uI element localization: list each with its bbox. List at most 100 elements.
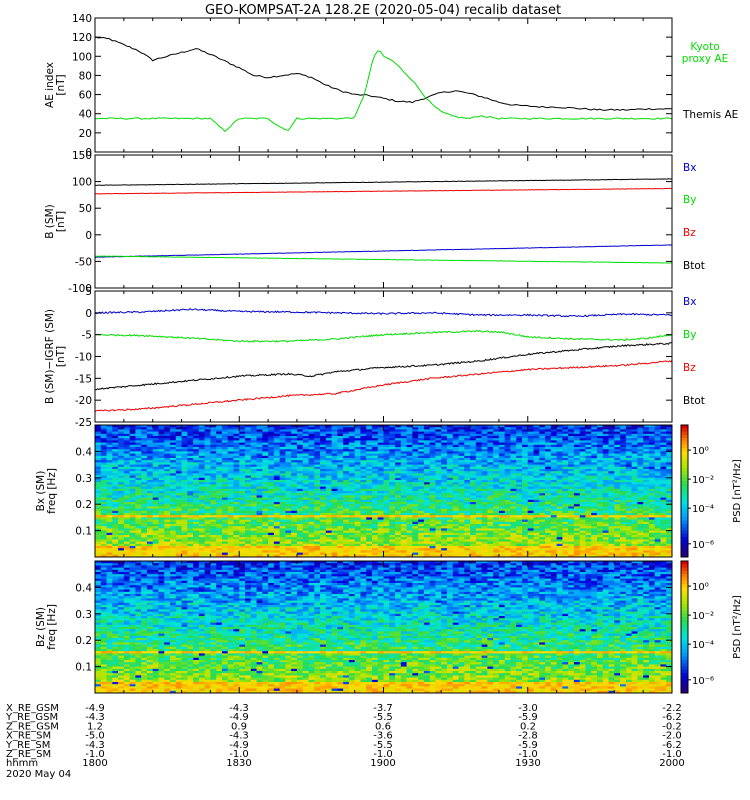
y-tick-label: -25 <box>75 417 92 429</box>
panel-5: Bz (SM)freq [Hz]0.10.20.30.4 10⁰10⁻²10⁻⁴1… <box>35 560 743 694</box>
y-tick-label: 0.2 <box>75 499 92 511</box>
ephemeris-value: -4.9 <box>229 740 249 751</box>
y-tick-label: 0.4 <box>75 582 92 594</box>
ephemeris-value: 1.2 <box>87 721 103 732</box>
ephemeris-value: -4.9 <box>229 712 249 723</box>
colorbar-frame <box>680 424 689 558</box>
ephemeris-value: 0.6 <box>375 721 391 732</box>
ephemeris-row-label: hhmm <box>6 758 38 769</box>
legend-label: Bx <box>683 162 696 174</box>
series-line-btot <box>95 342 672 391</box>
ephemeris-value: -1.0 <box>518 749 538 760</box>
ephemeris-row-label: Y_RE_GSM <box>5 712 58 723</box>
colorbar-tick-label: 10⁻⁶ <box>692 676 714 687</box>
figure-title: GEO-KOMPSAT-2A 128.2E (2020-05-04) recal… <box>205 3 561 18</box>
plot-frame <box>94 154 673 289</box>
y-tick-label: 100 <box>72 177 92 189</box>
colorbar-tick-label: 10⁻² <box>692 475 714 486</box>
y-tick-label: 0.3 <box>75 473 92 485</box>
panel-3: B (SM)−IGRF (SM)[nT] -25 -20 -15 -10 -5 0 5 Bx By… <box>44 286 705 429</box>
ephemeris-value: -3.0 <box>518 703 538 714</box>
ephemeris-value: 1830 <box>226 758 251 769</box>
ephemeris-date: 2020 May 04 <box>6 769 71 780</box>
ephemeris-value: -6.2 <box>662 712 682 723</box>
colorbar-frame <box>680 560 689 694</box>
ephemeris-value: -2.0 <box>662 731 682 742</box>
legend-label: Bz <box>683 227 696 239</box>
legend-label: By <box>683 194 696 206</box>
series-line-by <box>95 329 672 343</box>
ephemeris-value: -3.7 <box>373 703 393 714</box>
y-tick-label: 0 <box>85 147 92 159</box>
ephemeris-value: -2.2 <box>662 703 682 714</box>
legend-label: Themis AE <box>682 109 738 121</box>
colorbar-tick-label: 10⁻² <box>692 611 714 622</box>
ephemeris-value: -4.3 <box>229 731 249 742</box>
ephemeris-row-label: Y_RE_SM <box>5 740 50 751</box>
y-tick-label: 80 <box>79 70 92 82</box>
y-tick-label: -100 <box>68 283 92 295</box>
ephemeris-value: -3.6 <box>373 731 393 742</box>
ephemeris-row-label: X_RE_SM <box>6 731 51 742</box>
y-axis-label-group: AE index[nT] <box>44 62 67 108</box>
colorbar: 10⁰ 10⁻² 10⁻⁴ 10⁻⁶ PSD [nT²/Hz] <box>680 424 743 558</box>
y-tick-label: 0.1 <box>75 526 92 538</box>
ephemeris-value: 1900 <box>370 758 395 769</box>
ephemeris-value: -4.3 <box>229 703 249 714</box>
y-tick-label: 0.1 <box>75 662 92 674</box>
ephemeris-value: -6.2 <box>662 740 682 751</box>
y-tick-label: 60 <box>79 90 92 102</box>
colorbar-tick-label: 10⁻⁶ <box>692 540 714 551</box>
y-tick-label: 100 <box>72 51 92 63</box>
y-axis-label-group: B (SM)[nT] <box>44 204 67 238</box>
colorbar-tick-label: 10⁰ <box>692 446 709 457</box>
legend-label: Btot <box>683 395 705 407</box>
ephemeris-value: -1.0 <box>229 749 249 760</box>
ephemeris-value: -0.2 <box>662 721 682 732</box>
colorbar: 10⁰ 10⁻² 10⁻⁴ 10⁻⁶ PSD [nT²/Hz] <box>680 560 743 694</box>
ephemeris-value: -5.5 <box>373 712 393 723</box>
y-axis-label: Bx (SM)freq [Hz] <box>35 468 58 514</box>
series-line-bz <box>95 359 672 413</box>
series-line-bz <box>95 187 672 195</box>
ephemeris-value: 0.9 <box>231 721 247 732</box>
ephemeris-row-label: Z_RE_GSM <box>6 721 59 732</box>
y-axis-label-group: Bx (SM)freq [Hz] <box>35 468 58 514</box>
series-line-bx <box>95 244 672 258</box>
y-tick-label: -20 <box>75 395 92 407</box>
plot-frame <box>94 290 673 423</box>
ephemeris-row-label: X_RE_GSM <box>6 703 59 714</box>
series-line-themis-ae <box>95 36 672 111</box>
y-axis-label: Bz (SM)freq [Hz] <box>35 604 58 650</box>
y-tick-label: 150 <box>72 150 92 162</box>
y-tick-label: 0.2 <box>75 635 92 647</box>
ephemeris-value: 0.2 <box>520 721 536 732</box>
legend-label: Bz <box>683 362 696 374</box>
y-tick-label: 50 <box>79 203 92 215</box>
spectrogram <box>95 425 673 558</box>
ephemeris-value: -1.0 <box>373 749 393 760</box>
ephemeris-value: -4.9 <box>85 703 105 714</box>
ephemeris-value: 2000 <box>659 758 684 769</box>
ephemeris-value: -5.0 <box>85 731 105 742</box>
y-tick-label: 0 <box>85 230 92 242</box>
y-tick-label: -15 <box>75 373 92 385</box>
series-line-btot <box>95 178 672 186</box>
ephemeris-value: -4.3 <box>85 740 105 751</box>
y-tick-label: 0.3 <box>75 609 92 621</box>
colorbar-tick-label: 10⁰ <box>692 582 709 593</box>
ephemeris-table: X_RE_GSM -4.9 -4.3 -3.7 -3.0 -2.2Y_RE_GSM -4.3… <box>5 703 685 780</box>
ephemeris-value: -4.3 <box>85 712 105 723</box>
y-tick-label: -5 <box>82 330 92 342</box>
legend-label: Bx <box>683 296 696 308</box>
y-axis-label-group: B (SM)−IGRF (SM)[nT] <box>44 309 67 404</box>
ephemeris-value: -5.9 <box>518 740 538 751</box>
ephemeris-value: -1.0 <box>85 749 105 760</box>
colorbar-label: PSD [nT²/Hz] <box>732 459 743 523</box>
colorbar-label: PSD [nT²/Hz] <box>732 595 743 659</box>
legend-label: Btot <box>683 260 705 272</box>
legend-label: Kyoto <box>690 41 719 53</box>
y-tick-label: 20 <box>79 128 92 140</box>
ephemeris-value: 1800 <box>82 758 107 769</box>
